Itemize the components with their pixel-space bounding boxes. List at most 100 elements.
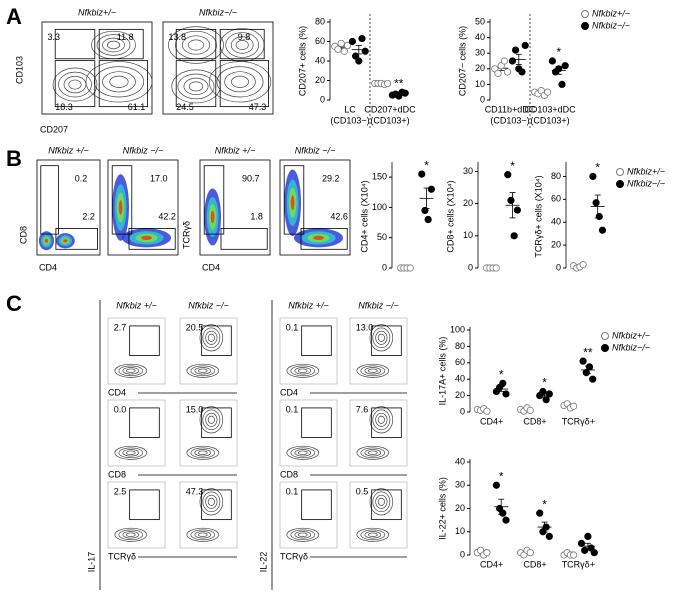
y-tick-label: 80 bbox=[551, 171, 561, 181]
significance: * bbox=[499, 469, 504, 483]
gate-percent: 0.1 bbox=[286, 486, 299, 496]
y-tick-label: 100 bbox=[450, 324, 465, 334]
gate-percent: 42.2 bbox=[158, 211, 176, 221]
contour bbox=[58, 71, 92, 98]
y-tick-label: 100 bbox=[372, 202, 387, 212]
contour bbox=[208, 61, 272, 103]
gate-percent: 9.8 bbox=[238, 32, 251, 42]
contour bbox=[377, 497, 385, 506]
gate bbox=[301, 489, 332, 521]
dot bbox=[418, 170, 426, 178]
dot bbox=[424, 215, 432, 224]
contour bbox=[186, 445, 220, 460]
dot bbox=[582, 369, 590, 377]
contour bbox=[356, 527, 390, 542]
category-label: CD11b+dDC bbox=[485, 104, 536, 114]
contour bbox=[367, 532, 378, 537]
dot bbox=[507, 196, 515, 205]
plot-frame bbox=[162, 21, 274, 115]
dot bbox=[351, 52, 360, 60]
dot bbox=[526, 549, 534, 557]
gate bbox=[111, 165, 133, 235]
dot bbox=[592, 199, 600, 207]
gate-percent: 15.0 bbox=[186, 404, 204, 414]
contour bbox=[360, 365, 386, 377]
dot bbox=[502, 516, 510, 524]
plot-frame bbox=[107, 159, 179, 256]
contour bbox=[199, 324, 224, 352]
contour bbox=[177, 73, 215, 100]
plot-title: Nfkbiz −/− bbox=[188, 300, 229, 310]
contour bbox=[356, 363, 390, 378]
gate bbox=[129, 325, 160, 357]
contour bbox=[190, 529, 216, 541]
contour bbox=[199, 488, 224, 516]
y-tick-label: 40 bbox=[315, 55, 325, 65]
dot bbox=[536, 509, 544, 517]
y-tick-label: 150 bbox=[372, 171, 387, 181]
contour bbox=[375, 494, 388, 509]
contour bbox=[96, 34, 131, 56]
legend-label: Nfkbiz−/− bbox=[612, 342, 650, 352]
contour bbox=[205, 494, 218, 509]
contour bbox=[197, 368, 208, 373]
dot bbox=[545, 532, 553, 541]
contour bbox=[375, 412, 388, 427]
gate-percent: 0.1 bbox=[286, 322, 299, 332]
gate-percent: 0.1 bbox=[286, 404, 299, 414]
contour bbox=[377, 333, 385, 342]
gate-percent: 0.2 bbox=[75, 173, 88, 183]
contour bbox=[231, 75, 249, 88]
contour bbox=[122, 531, 140, 539]
plot-frame bbox=[41, 21, 153, 115]
dot bbox=[561, 62, 569, 70]
plot-title: Nfkbiz+/− bbox=[78, 7, 116, 17]
contour bbox=[377, 415, 385, 424]
legend-label: Nfkbiz+/− bbox=[627, 166, 665, 176]
contour bbox=[102, 71, 136, 93]
dot bbox=[427, 185, 435, 193]
gate bbox=[371, 489, 402, 521]
legend-label: Nfkbiz+/− bbox=[612, 330, 650, 340]
category-label: TCRγδ+ bbox=[562, 559, 595, 569]
plot-frame bbox=[279, 317, 338, 385]
density bbox=[118, 200, 123, 215]
gate bbox=[220, 227, 268, 250]
contour bbox=[199, 406, 224, 434]
dot bbox=[579, 260, 587, 269]
legend-label: Nfkbiz−/− bbox=[627, 178, 665, 188]
contour bbox=[364, 449, 382, 457]
contour bbox=[63, 75, 87, 94]
category-label: TCRγδ+ bbox=[562, 416, 595, 426]
plot-title: Nfkbiz −/− bbox=[358, 300, 399, 310]
y-axis-label: IL-22 bbox=[258, 552, 268, 573]
significance: * bbox=[510, 159, 515, 173]
y-tick-label: 0 bbox=[382, 262, 387, 272]
gate-percent: 24.5 bbox=[176, 102, 194, 112]
legend-marker bbox=[601, 344, 609, 352]
plot-frame bbox=[107, 317, 166, 385]
y-tick-label: 60 bbox=[315, 36, 325, 46]
gate-percent: 90.7 bbox=[242, 173, 260, 183]
dot bbox=[590, 549, 598, 557]
x-axis-label: CD4 bbox=[202, 262, 220, 272]
legend-marker bbox=[581, 10, 589, 18]
contour bbox=[225, 32, 260, 58]
dot bbox=[383, 79, 392, 88]
y-axis-label: IL-17 bbox=[86, 552, 96, 573]
y-axis-label: IL-17A+ cells (%) bbox=[437, 337, 447, 406]
significance: * bbox=[556, 45, 561, 59]
contour bbox=[194, 449, 212, 457]
dot bbox=[526, 406, 534, 414]
contour bbox=[369, 488, 394, 516]
x-axis-label: CD4 bbox=[108, 387, 126, 397]
y-tick-label: 20 bbox=[455, 390, 465, 400]
y-tick-label: 20 bbox=[315, 75, 325, 85]
gate bbox=[98, 28, 144, 60]
contour bbox=[364, 367, 382, 375]
contour bbox=[85, 61, 153, 103]
dot bbox=[513, 206, 521, 214]
y-tick-label: 60 bbox=[551, 194, 561, 204]
y-tick-label: 30 bbox=[455, 480, 465, 490]
contour bbox=[360, 529, 386, 541]
